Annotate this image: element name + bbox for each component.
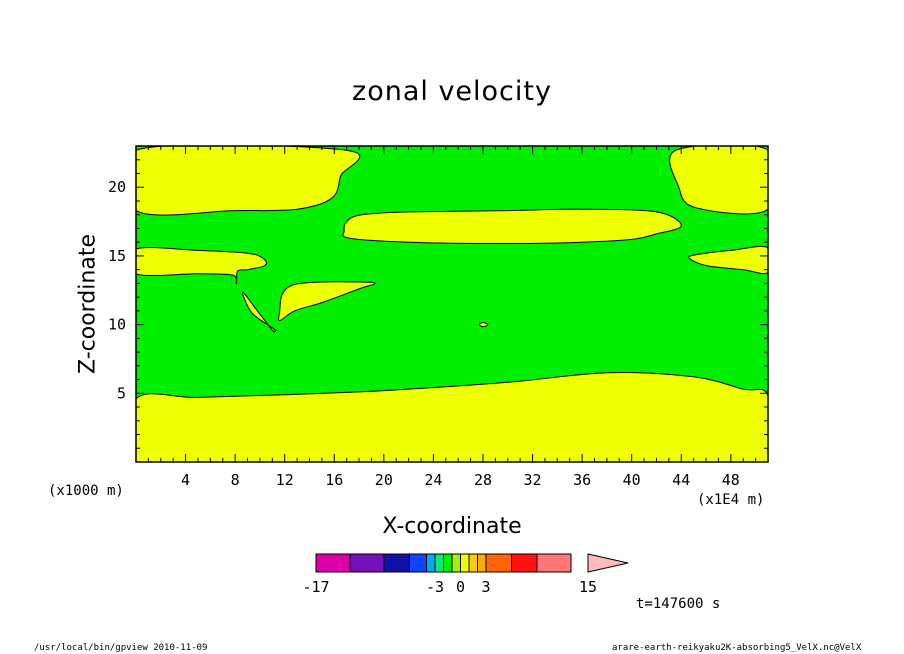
colorbar-extend-arrow bbox=[587, 553, 629, 573]
region-top-left bbox=[136, 146, 361, 216]
x-tick-label: 44 bbox=[672, 471, 690, 489]
region-lens-blob bbox=[278, 281, 376, 322]
region-mid-band bbox=[342, 208, 682, 245]
footer-command: /usr/local/bin/gpview 2010-11-09 bbox=[34, 643, 208, 653]
x-tick-label: 32 bbox=[524, 471, 542, 489]
x-tick-label: 28 bbox=[474, 471, 492, 489]
colorbar-swatch bbox=[315, 553, 351, 573]
x-tick-label: 40 bbox=[623, 471, 641, 489]
colorbar-swatch bbox=[349, 553, 385, 573]
plot-frame bbox=[135, 145, 769, 463]
colorbar-swatch bbox=[536, 553, 572, 573]
x-unit-note: (x1000 m) bbox=[48, 483, 124, 499]
region-right-blob bbox=[688, 245, 768, 275]
x-tick-label: 8 bbox=[231, 471, 240, 489]
region-dot bbox=[478, 321, 489, 328]
x-tick-label: 48 bbox=[722, 471, 740, 489]
y-tick-label: 5 bbox=[117, 384, 126, 402]
colorbar-swatch bbox=[477, 553, 487, 573]
region-bottom-layer bbox=[136, 372, 768, 462]
x-tick-label: 24 bbox=[424, 471, 442, 489]
colorbar-swatch bbox=[468, 553, 478, 573]
footer-file: arare-earth-reikyaku2K-absorbing5_VelX.n… bbox=[612, 643, 862, 653]
colorbar-swatch bbox=[409, 553, 427, 573]
colorbar: -17 -3 0 3 15 bbox=[302, 553, 629, 596]
x-axis-label: X-coordinate bbox=[382, 514, 522, 539]
x-tick-label: 20 bbox=[375, 471, 393, 489]
colorbar-swatch bbox=[443, 553, 453, 573]
colorbar-tick-label: -17 bbox=[302, 578, 329, 596]
colorbar-swatch bbox=[426, 553, 436, 573]
chart-title: zonal velocity bbox=[352, 76, 552, 107]
colorbar-swatch bbox=[434, 553, 444, 573]
colorbar-tick-label: 0 bbox=[456, 578, 465, 596]
colorbar-swatch bbox=[383, 553, 410, 573]
y-tick-label: 15 bbox=[108, 247, 126, 265]
region-top-right bbox=[669, 146, 768, 215]
region-sliver bbox=[241, 291, 276, 333]
colorbar-tick-label: 15 bbox=[579, 578, 597, 596]
x-tick-label: 4 bbox=[181, 471, 190, 489]
colorbar-swatch bbox=[485, 553, 512, 573]
x-tick-label: 12 bbox=[276, 471, 294, 489]
colorbar-swatch bbox=[511, 553, 538, 573]
colorbar-swatch bbox=[451, 553, 461, 573]
x-scale-note: (x1E4 m) bbox=[697, 492, 765, 508]
y-tick-label: 10 bbox=[108, 316, 126, 334]
region-left-blob bbox=[136, 247, 267, 284]
colorbar-tick-label: -3 bbox=[426, 578, 444, 596]
colorbar-tick-label: 3 bbox=[481, 578, 490, 596]
x-tick-label: 16 bbox=[325, 471, 343, 489]
y-tick-label: 20 bbox=[108, 178, 126, 196]
contour-regions bbox=[136, 146, 768, 462]
time-label: t=147600 s bbox=[636, 596, 721, 612]
x-tick-label: 36 bbox=[573, 471, 591, 489]
colorbar-swatch bbox=[460, 553, 470, 573]
y-axis-label: Z-coordinate bbox=[75, 234, 101, 374]
